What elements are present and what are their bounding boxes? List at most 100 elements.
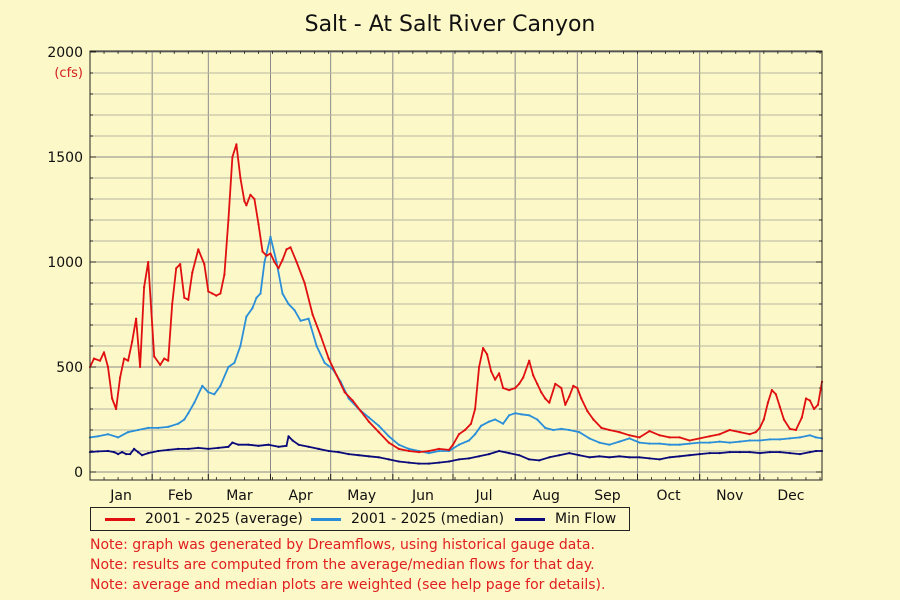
data-point <box>608 456 611 459</box>
data-point <box>474 433 477 436</box>
y-tick-label: 1000 <box>47 255 83 271</box>
data-point <box>357 454 360 457</box>
data-point <box>758 452 761 455</box>
data-point <box>482 347 485 350</box>
data-point <box>117 436 120 439</box>
data-point <box>708 435 711 438</box>
data-point <box>628 437 631 440</box>
data-point <box>367 420 370 423</box>
data-point <box>129 453 132 456</box>
data-point <box>407 449 410 453</box>
data-point <box>303 281 306 285</box>
data-point <box>407 447 410 450</box>
data-point <box>688 442 691 445</box>
data-point <box>638 441 641 444</box>
data-point <box>147 426 150 429</box>
data-point <box>540 391 543 394</box>
data-point <box>638 436 641 439</box>
data-point <box>762 418 765 421</box>
data-point <box>319 334 322 337</box>
data-point <box>207 447 210 450</box>
data-point <box>668 436 671 439</box>
data-point <box>498 372 501 375</box>
data-point <box>748 451 751 454</box>
data-point <box>257 223 260 226</box>
data-point <box>638 456 641 459</box>
data-point <box>728 441 731 444</box>
data-point <box>167 425 170 428</box>
data-point <box>728 451 731 454</box>
data-point <box>139 365 142 369</box>
data-point <box>608 428 611 432</box>
data-point <box>267 443 270 446</box>
y-axis-unit: (cfs) <box>54 66 83 81</box>
data-point <box>528 359 531 362</box>
x-tick-label: Nov <box>716 488 743 504</box>
data-point <box>193 401 196 404</box>
data-point <box>738 440 741 443</box>
x-tick-label: Aug <box>533 488 560 504</box>
data-point <box>277 267 280 270</box>
data-point <box>315 344 318 348</box>
data-point <box>275 260 278 264</box>
data-point <box>235 143 238 146</box>
x-tick-label: Sep <box>594 488 621 504</box>
data-point <box>387 441 390 444</box>
y-tick-label: 1500 <box>47 150 83 166</box>
data-point <box>544 397 547 400</box>
data-point <box>508 389 511 392</box>
data-point <box>175 267 178 270</box>
data-point <box>337 451 340 454</box>
data-point <box>207 290 210 293</box>
data-point <box>618 455 621 458</box>
data-point <box>478 455 481 458</box>
data-point <box>528 458 531 461</box>
data-point <box>812 407 816 411</box>
data-point <box>800 416 804 419</box>
data-point <box>183 296 186 299</box>
data-point <box>299 319 302 322</box>
data-point <box>588 437 591 440</box>
data-point <box>157 449 160 453</box>
data-point <box>808 434 812 437</box>
data-point <box>778 438 782 441</box>
data-point <box>219 292 222 295</box>
note-line: Note: average and median plots are weigh… <box>90 577 606 593</box>
data-point <box>548 456 551 459</box>
data-point <box>102 351 106 354</box>
data-point <box>113 451 116 454</box>
data-point <box>397 447 400 450</box>
data-point <box>227 365 230 369</box>
data-point <box>648 457 651 460</box>
data-point <box>281 292 284 295</box>
data-point <box>201 384 204 387</box>
data-point <box>508 414 511 417</box>
legend-item-median: 2001 - 2025 (median) <box>311 511 504 527</box>
data-point <box>548 401 551 404</box>
x-tick-label: May <box>347 488 376 504</box>
data-point <box>522 376 525 379</box>
data-point <box>478 365 481 369</box>
data-point <box>427 462 430 465</box>
data-point <box>343 391 346 394</box>
data-point <box>738 431 741 434</box>
data-point <box>600 426 603 429</box>
data-point <box>427 449 430 453</box>
data-point <box>774 393 778 396</box>
data-point <box>798 436 802 439</box>
data-point <box>508 452 511 455</box>
chart-title: Salt - At Salt River Canyon <box>304 12 596 37</box>
data-point <box>217 446 220 449</box>
data-point <box>121 451 124 454</box>
data-point <box>387 458 390 461</box>
y-tick-label: 2000 <box>47 45 83 61</box>
data-point <box>816 403 820 406</box>
y-axis-ticks: 0 500 1000 1500 2000 <box>47 45 822 481</box>
data-point <box>203 263 206 266</box>
data-point <box>564 403 567 406</box>
data-point <box>560 427 563 430</box>
data-point <box>668 456 671 459</box>
data-point <box>451 443 455 446</box>
data-point <box>347 453 350 456</box>
data-point <box>307 317 310 320</box>
